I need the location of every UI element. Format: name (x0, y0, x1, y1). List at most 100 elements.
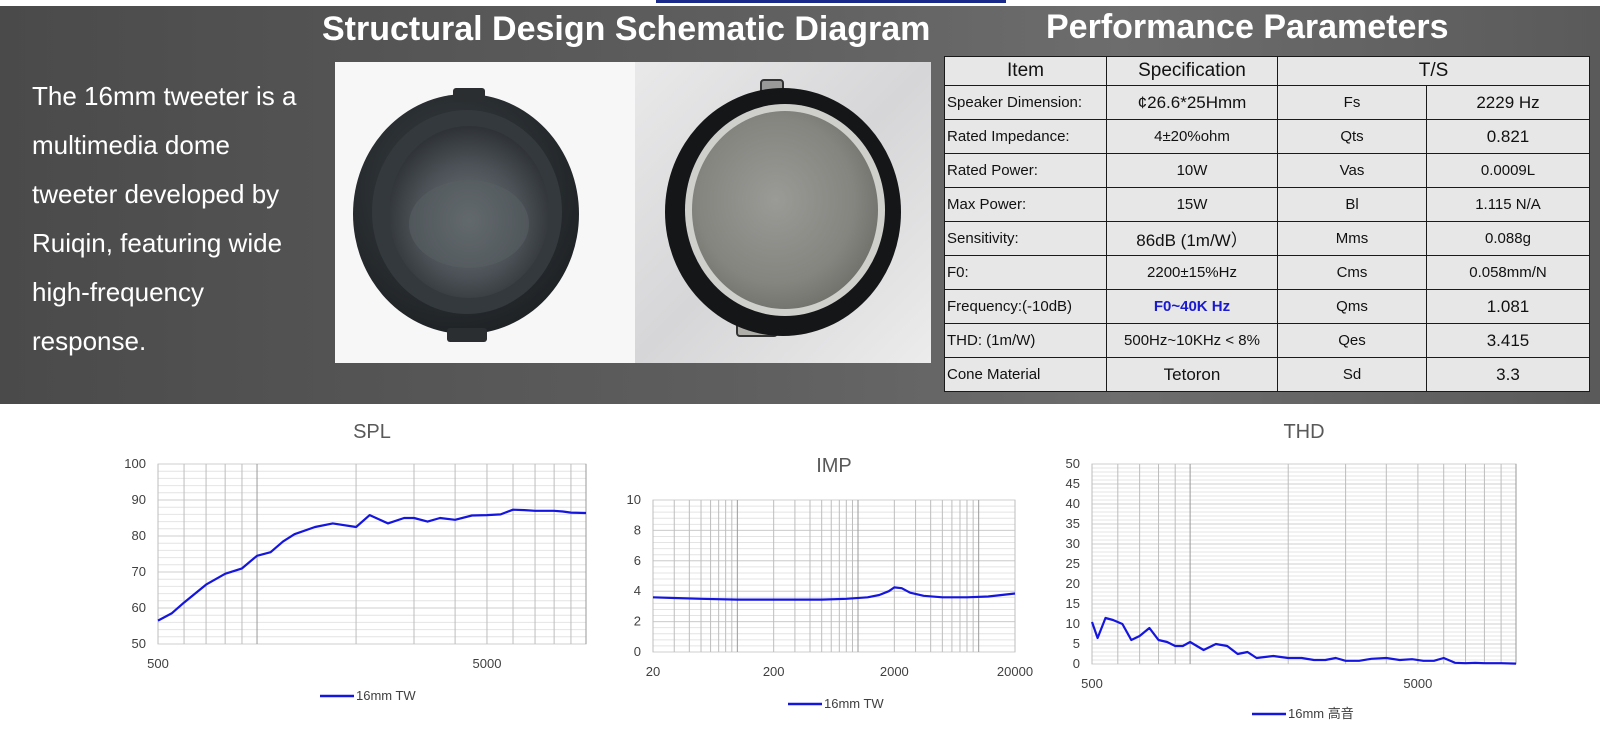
header-ts: T/S (1277, 56, 1590, 86)
row-value: 0.0009L (1426, 153, 1590, 188)
table-row: THD: (1m/W) 500Hz~10KHz < 8% Qes 3.415 (944, 323, 1590, 358)
series-line (1090, 616, 1517, 665)
row-param: Vas (1277, 153, 1427, 188)
x-tick-label: 20 (646, 664, 660, 679)
y-tick-label: 6 (634, 553, 641, 568)
y-tick-label: 40 (1066, 496, 1080, 511)
table-row: Rated Power: 10W Vas 0.0009L (944, 153, 1590, 188)
y-tick-label: 90 (132, 492, 146, 507)
row-param: Cms (1277, 255, 1427, 290)
row-param: Fs (1277, 85, 1427, 120)
plot-area (157, 463, 587, 645)
row-param: Bl (1277, 187, 1427, 222)
row-spec: 4±20%ohm (1106, 119, 1278, 154)
row-spec: 2200±15%Hz (1106, 255, 1278, 290)
row-param: Mms (1277, 221, 1427, 256)
y-tick-label: 0 (634, 644, 641, 659)
row-value: 2229 Hz (1426, 85, 1590, 120)
row-spec: ¢26.6*25Hmm (1106, 85, 1278, 120)
y-tick-label: 20 (1066, 576, 1080, 591)
row-value: 0.821 (1426, 119, 1590, 154)
row-param: Sd (1277, 357, 1427, 392)
row-item: Rated Power: (944, 153, 1107, 188)
chart-title: IMP (816, 455, 852, 477)
row-spec: 10W (1106, 153, 1278, 188)
y-tick-label: 25 (1066, 556, 1080, 571)
performance-title: Performance Parameters (1046, 8, 1449, 46)
row-value: 3.415 (1426, 323, 1590, 358)
row-item: THD: (1m/W) (944, 323, 1107, 358)
x-tick-label: 5000 (473, 656, 502, 671)
y-tick-label: 35 (1066, 516, 1080, 531)
row-item: Frequency:(-10dB) (944, 289, 1107, 324)
series-line (652, 586, 1016, 601)
row-item: F0: (944, 255, 1107, 290)
top-accent-line (656, 0, 1006, 3)
row-value: 3.3 (1426, 357, 1590, 392)
y-tick-label: 100 (124, 456, 146, 471)
header-specification: Specification (1106, 56, 1278, 86)
row-item: Cone Material (944, 357, 1107, 392)
x-tick-label: 5000 (1403, 676, 1432, 691)
table-row: Max Power: 15W Bl 1.115 N/A (944, 187, 1590, 222)
y-tick-label: 8 (634, 522, 641, 537)
x-tick-label: 20000 (997, 664, 1033, 679)
x-tick-label: 500 (1081, 676, 1103, 691)
imp-chart-svg: 0 2 4 6 8 10 20 200 2000 20000 IMP 16mm TW (627, 455, 1034, 711)
table-row: F0: 2200±15%Hz Cms 0.058mm/N (944, 255, 1590, 290)
chart-title: THD (1283, 421, 1324, 443)
table-header-row: Item Specification T/S (944, 56, 1590, 86)
thd-chart: 0 5 10 15 20 25 30 35 40 45 50 500 5000 THD 16mm 高音 (1066, 420, 1572, 740)
y-tick-label: 80 (132, 528, 146, 543)
y-tick-label: 15 (1066, 596, 1080, 611)
row-spec: 500Hz~10KHz < 8% (1106, 323, 1278, 358)
x-tick-label: 200 (763, 664, 785, 679)
y-tick-label: 10 (627, 492, 641, 507)
y-tick-label: 10 (1066, 616, 1080, 631)
y-tick-label: 4 (634, 583, 641, 598)
row-item: Rated Impedance: (944, 119, 1107, 154)
table-row: Speaker Dimension: ¢26.6*25Hmm Fs 2229 H… (944, 85, 1590, 120)
y-tick-label: 50 (132, 636, 146, 651)
table-row: Rated Impedance: 4±20%ohm Qts 0.821 (944, 119, 1590, 154)
y-tick-label: 60 (132, 600, 146, 615)
header-item: Item (944, 56, 1107, 86)
row-value: 0.088g (1426, 221, 1590, 256)
row-spec-highlight: F0~40K Hz (1106, 289, 1278, 324)
row-value: 0.058mm/N (1426, 255, 1590, 290)
spl-chart-svg: 50 60 70 80 90 100 500 5000 SPL 16mm TW (124, 421, 587, 703)
tweeter-back-photo (635, 62, 931, 363)
thd-chart-svg: 0 5 10 15 20 25 30 35 40 45 50 500 5000 THD 16mm 高音 (1066, 421, 1517, 721)
y-tick-label: 5 (1073, 636, 1080, 651)
legend-label: 16mm 高音 (1288, 706, 1354, 721)
tweeter-front-photo (335, 62, 635, 363)
chart-title: SPL (353, 421, 391, 443)
row-param: Qts (1277, 119, 1427, 154)
y-tick-label: 0 (1073, 656, 1080, 671)
row-item: Max Power: (944, 187, 1107, 222)
row-spec: 15W (1106, 187, 1278, 222)
parameters-table: Item Specification T/S Speaker Dimension… (944, 56, 1590, 392)
row-value: 1.081 (1426, 289, 1590, 324)
spl-chart: 50 60 70 80 90 100 500 5000 SPL 16mm TW (110, 420, 600, 720)
table-row: Frequency:(-10dB) F0~40K Hz Qms 1.081 (944, 289, 1590, 324)
x-tick-label: 2000 (880, 664, 909, 679)
table-row: Cone Material Tetoron Sd 3.3 (944, 357, 1590, 392)
plot-area (652, 499, 1016, 653)
legend-label: 16mm TW (356, 688, 416, 703)
x-tick-label: 500 (147, 656, 169, 671)
row-spec: 86dB (1m/W） (1106, 221, 1278, 256)
row-param: Qes (1277, 323, 1427, 358)
row-spec: Tetoron (1106, 357, 1278, 392)
y-tick-label: 30 (1066, 536, 1080, 551)
row-item: Speaker Dimension: (944, 85, 1107, 120)
row-item: Sensitivity: (944, 221, 1107, 256)
row-value: 1.115 N/A (1426, 187, 1590, 222)
y-tick-label: 2 (634, 614, 641, 629)
y-tick-label: 70 (132, 564, 146, 579)
legend-label: 16mm TW (824, 696, 884, 711)
imp-chart: 0 2 4 6 8 10 20 200 2000 20000 IMP 16mm TW (618, 455, 1058, 726)
table-row: Sensitivity: 86dB (1m/W） Mms 0.088g (944, 221, 1590, 256)
row-param: Qms (1277, 289, 1427, 324)
y-tick-label: 45 (1066, 476, 1080, 491)
